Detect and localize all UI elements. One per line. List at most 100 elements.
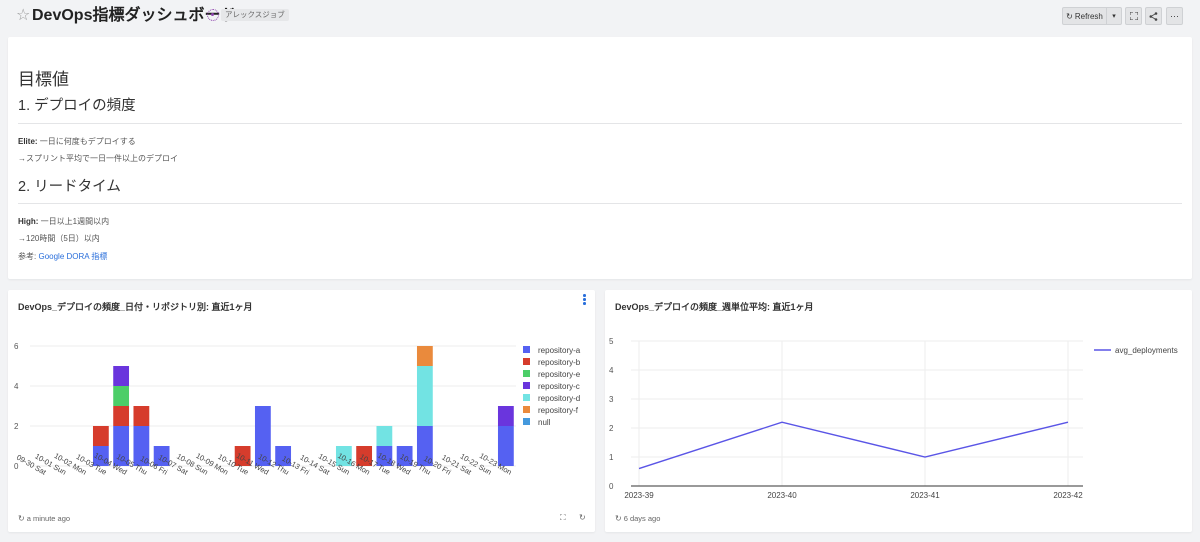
expand-icon xyxy=(1129,12,1138,20)
legend-label: repository-e xyxy=(538,370,581,379)
y-tick-label: 1 xyxy=(609,453,614,462)
refresh-button[interactable]: ↻ Refresh xyxy=(1062,7,1107,25)
series-line xyxy=(638,421,1069,470)
last-updated-text: 6 days ago xyxy=(623,514,661,523)
legend-label: repository-c xyxy=(538,382,580,391)
chart-title[interactable]: DevOps_デプロイの頻度_日付・リポジトリ別: 直近1ヶ月 xyxy=(18,302,253,312)
legend-swatch xyxy=(523,370,530,377)
y-tick-label: 5 xyxy=(609,337,614,346)
bar-segment xyxy=(113,406,130,426)
bar-segment xyxy=(153,446,170,466)
bar-segment xyxy=(92,446,109,466)
refresh-label: Refresh xyxy=(1074,11,1103,21)
elite-criteria: Elite: 一日に何度もデプロイする xyxy=(18,136,136,147)
refresh-chart-icon[interactable]: ↻ xyxy=(579,513,586,522)
legend-swatch xyxy=(523,406,530,413)
favorite-star-icon[interactable]: ☆ xyxy=(16,7,31,24)
divider xyxy=(18,203,1182,204)
goals-heading: 目標値 xyxy=(18,70,69,89)
section-deploy-frequency-heading: 1. デプロイの頻度 xyxy=(18,98,136,114)
high-label: High: xyxy=(18,217,39,226)
legend-swatch xyxy=(523,382,530,389)
elite-text: 一日に何度もデプロイする xyxy=(39,137,136,146)
bar-segment xyxy=(254,406,271,466)
more-options-button[interactable]: ··· xyxy=(1166,7,1183,25)
high-text: 一日以上1週間以内 xyxy=(40,217,110,226)
chart-title[interactable]: DevOps_デプロイの頻度_週単位平均: 直近1ヶ月 xyxy=(615,302,814,312)
line-chart: 0 1 2 3 4 5 2023-39 2023-40 2023-41 2023-42 avg_de… xyxy=(609,337,1178,500)
bar-segment xyxy=(275,446,292,466)
bar-segment xyxy=(396,446,413,466)
last-updated: ↻ 6 days ago xyxy=(615,514,660,523)
bar-segment xyxy=(335,446,352,466)
y-tick-label: 2 xyxy=(14,422,19,431)
reference-line: 参考: Google DORA 指標 xyxy=(18,251,107,262)
last-updated: ↻ a minute ago xyxy=(18,514,70,523)
reference-label: 参考: xyxy=(18,252,37,261)
legend-label: repository-a xyxy=(538,346,581,355)
x-tick-label: 2023-41 xyxy=(910,491,940,500)
x-tick-label: 2023-39 xyxy=(624,491,654,500)
deploy-target-text: →スプリント平均で一日一件以上のデプロイ xyxy=(18,154,178,163)
bar-segment xyxy=(356,446,373,466)
legend-label: repository-f xyxy=(538,406,579,415)
x-tick-label: 2023-42 xyxy=(1053,491,1083,500)
legend-swatch xyxy=(523,394,530,401)
kebab-menu-icon[interactable] xyxy=(583,294,587,306)
deploy-frequency-by-repo-card: DevOps_デプロイの頻度_日付・リポジトリ別: 直近1ヶ月 0 2 4 6 09-3… xyxy=(8,290,595,532)
y-tick-label: 2 xyxy=(609,424,614,433)
y-tick-label: 4 xyxy=(609,366,614,375)
high-criteria: High: 一日以上1週間以内 xyxy=(18,216,109,227)
divider xyxy=(18,123,1182,124)
refresh-icon: ↻ xyxy=(615,514,622,523)
bar-segment xyxy=(113,426,130,466)
dashboard-title[interactable]: DevOps指標ダッシュボード xyxy=(32,7,237,24)
bar-segment xyxy=(416,346,433,366)
share-button[interactable] xyxy=(1145,7,1162,25)
legend-label: repository-d xyxy=(538,394,580,403)
bar-segment xyxy=(376,446,393,466)
ellipsis-icon: ··· xyxy=(1170,11,1179,21)
bar-segment xyxy=(497,426,514,466)
legend-label: avg_deployments xyxy=(1115,346,1178,355)
refresh-options-button[interactable]: ▾ xyxy=(1107,7,1122,25)
dashboard-header: ☆ DevOps指標ダッシュボード アレックスジョブ ↻ Refresh ▾ ·… xyxy=(0,0,1200,34)
y-tick-label: 0 xyxy=(14,462,19,471)
last-updated-text: a minute ago xyxy=(26,514,71,523)
bar-segment xyxy=(416,426,433,466)
bar-segment xyxy=(497,406,514,426)
certified-icon xyxy=(207,9,219,21)
legend-swatch xyxy=(523,418,530,425)
bar-segment xyxy=(113,366,130,386)
caret-down-icon: ▾ xyxy=(1112,13,1116,20)
legend-swatch xyxy=(523,346,530,353)
bar-segment xyxy=(113,386,130,406)
y-tick-label: 3 xyxy=(609,395,614,404)
bar-segment xyxy=(376,426,393,446)
y-tick-label: 4 xyxy=(14,382,19,391)
legend-swatch xyxy=(523,358,530,365)
y-tick-label: 0 xyxy=(609,482,614,491)
lead-time-target-text: →120時間（5日）以内 xyxy=(18,234,100,243)
goals-markdown-card: 目標値 1. デプロイの頻度 Elite: 一日に何度もデプロイする →スプリン… xyxy=(8,37,1192,279)
bar-segment xyxy=(92,426,109,446)
bar-segment xyxy=(416,366,433,426)
y-tick-label: 6 xyxy=(14,342,19,351)
refresh-icon: ↻ xyxy=(1066,11,1073,21)
owner-badge: アレックスジョブ xyxy=(221,9,289,21)
legend-label: repository-b xyxy=(538,358,581,367)
bar-segment xyxy=(133,406,150,426)
x-tick-label: 2023-40 xyxy=(767,491,797,500)
refresh-icon: ↻ xyxy=(18,514,25,523)
elite-label: Elite: xyxy=(18,137,38,146)
fullscreen-button[interactable] xyxy=(1125,7,1142,25)
expand-icon[interactable]: ⛶ xyxy=(560,513,566,522)
legend-label: null xyxy=(538,418,551,427)
share-icon xyxy=(1149,11,1158,21)
bar-segment xyxy=(133,426,150,466)
section-lead-time-heading: 2. リードタイム xyxy=(18,179,121,195)
bar-segment xyxy=(234,446,251,466)
deploy-frequency-weekly-card: DevOps_デプロイの頻度_週単位平均: 直近1ヶ月 0 1 2 3 4 5 2023-3… xyxy=(605,290,1192,532)
dora-link[interactable]: Google DORA 指標 xyxy=(38,252,108,261)
